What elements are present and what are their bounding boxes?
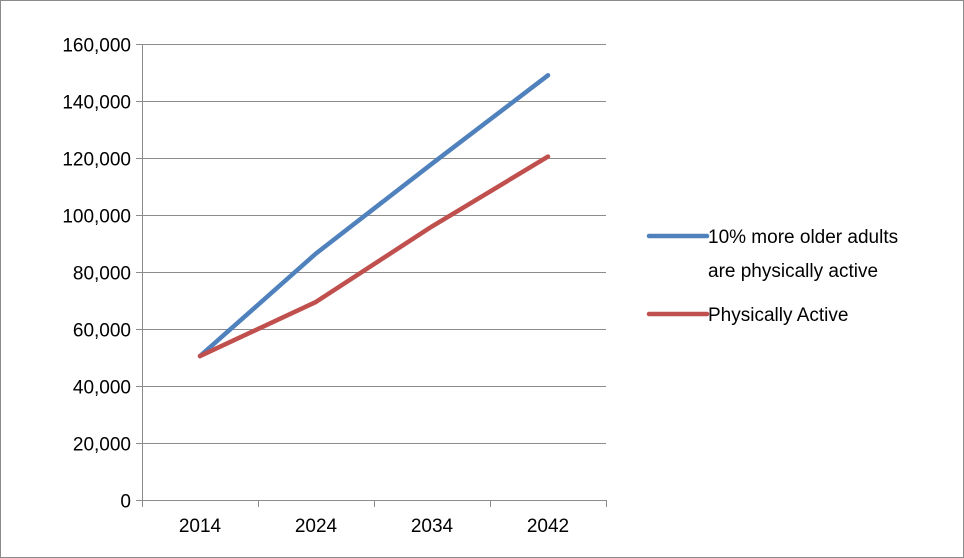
x-axis-tick-labels: 2014 2024 2034 2042 <box>179 516 569 537</box>
y-tick-label-0: 0 <box>120 492 131 513</box>
legend: 10% more older adults are physically acti… <box>646 227 898 326</box>
x-tick-label-2024: 2024 <box>295 516 338 537</box>
y-tick-label-5: 100,000 <box>62 207 131 228</box>
legend-label-0-line-1: are physically active <box>708 261 878 282</box>
x-tick-label-2014: 2014 <box>179 516 222 537</box>
y-tick-label-6: 120,000 <box>62 150 131 171</box>
series-line-ten-percent-more-active <box>197 73 551 359</box>
x-tick-label-2042: 2042 <box>527 516 569 537</box>
y-tick-label-7: 140,000 <box>62 93 131 114</box>
y-tick-label-1: 20,000 <box>73 435 131 456</box>
legend-label-0-line-0: 10% more older adults <box>708 227 898 248</box>
series-lines <box>197 73 551 359</box>
legend-label-1-line-0: Physically Active <box>708 305 848 326</box>
series-line-physically-active <box>197 154 551 359</box>
x-tick-label-2034: 2034 <box>411 516 454 537</box>
gridlines <box>142 44 606 444</box>
y-tick-label-8: 160,000 <box>62 36 131 57</box>
y-tick-label-2: 40,000 <box>73 378 131 399</box>
axes <box>136 44 607 507</box>
y-axis-tick-labels: 0 20,000 40,000 60,000 80,000 100,000 120,000 1… <box>62 36 131 513</box>
y-tick-label-4: 80,000 <box>73 264 131 285</box>
y-tick-label-3: 60,000 <box>73 321 131 342</box>
